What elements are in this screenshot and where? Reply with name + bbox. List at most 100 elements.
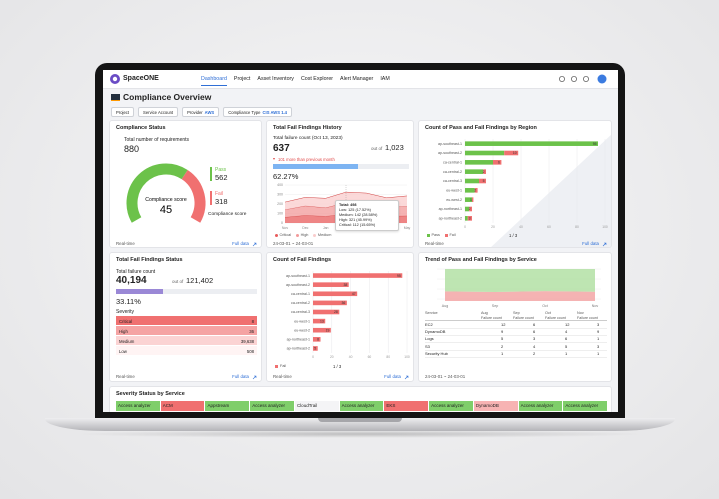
filter-label: Compliance Type (228, 109, 261, 115)
bar-value-label: 8 (317, 338, 319, 342)
filter-value: AWS (204, 109, 215, 115)
legend-swatch (275, 364, 278, 368)
brand-name: SpaceONE (123, 75, 159, 82)
bar (465, 150, 505, 156)
link-arrow-icon (252, 242, 257, 246)
rate-bar (116, 289, 163, 294)
y-tick-label: ca-central-3 (443, 179, 462, 183)
table-subheader: Failure count (577, 315, 598, 320)
full-data-link[interactable]: Full data (384, 374, 401, 379)
table-header: Nov (577, 311, 584, 315)
y-tick-label: ap-northeast-2 (287, 347, 310, 351)
x-tick-label: 40 (349, 355, 353, 359)
status-cell: Appstream (205, 401, 250, 411)
chart-legend: Critical High Medium (275, 233, 331, 237)
count-label: Total failure count (Oct 13, 2023) (273, 136, 343, 141)
filter-chip[interactable]: Project (111, 107, 135, 117)
widget-title: Severity Status by Service (116, 391, 185, 397)
bar (465, 178, 479, 184)
legend-label: Fail (449, 233, 456, 237)
table-header: Sep (513, 311, 520, 315)
rate-track (116, 289, 257, 294)
nav-menu-item[interactable]: Dashboard (201, 76, 227, 86)
bar-value-label: 2 (483, 170, 485, 174)
total-value: 1,023 (385, 143, 404, 152)
bar (467, 216, 472, 221)
bar (483, 169, 486, 174)
table-cell-value: 3 (533, 336, 536, 342)
status-cell: Access analyzer (250, 401, 294, 411)
bar (313, 337, 321, 342)
table-cell-value: 1 (597, 350, 600, 356)
x-tick-label: May (404, 226, 411, 230)
x-tick-label: 100 (602, 225, 608, 229)
table-cell-value: 3 (597, 343, 600, 349)
nav-menu-item[interactable]: Alert Manager (340, 76, 374, 82)
table-cell-value: 6 (533, 322, 536, 327)
y-tick-label: ap-southeast-2 (286, 283, 310, 287)
chart-legend: Fail (275, 364, 286, 368)
x-tick-label: Sep (492, 304, 498, 308)
bar-value-label: 10 (513, 151, 517, 155)
tooltip-line: High: 321 (45.99%) (339, 218, 372, 222)
y-tick-label: 0 (281, 221, 283, 225)
widget-title: Total Fail Findings History (273, 125, 342, 131)
chart-svg: Aug Sep Oct Nov (437, 268, 601, 308)
table-header: Aug (481, 311, 488, 315)
filter-chip[interactable]: Provider AWS (182, 107, 220, 117)
filter-value: CIS AWS 1.4 (262, 109, 288, 115)
y-tick-label: ca-central-2 (291, 301, 310, 305)
legend-label: High (300, 233, 309, 237)
bar (474, 188, 478, 193)
y-tick-label: 400 (277, 183, 283, 187)
full-data-link[interactable]: Full data (232, 374, 249, 379)
bar (313, 300, 347, 306)
x-tick-label: 100 (404, 355, 410, 359)
filter-chip[interactable]: Compliance Type CIS AWS 1.4 (223, 107, 293, 117)
filter-bar: Project Service Account Provider AWS Complia… (111, 107, 293, 117)
page-title: Compliance Overview (123, 92, 212, 102)
severity-name: High (119, 329, 128, 334)
screen: SpaceONE Dashboard Project Asset Inventory C… (103, 70, 618, 412)
legend-swatch (427, 233, 430, 237)
y-tick-label: ap-southeast-2 (438, 151, 462, 155)
filter-label: Project (116, 109, 130, 115)
area-fill (445, 291, 595, 301)
laptop-notch (318, 418, 402, 422)
table-cell-value: 2 (501, 343, 504, 349)
requirements-label: Total number of requirements (124, 137, 190, 143)
table-cell-service: EC2 (425, 322, 433, 327)
bar (313, 291, 358, 297)
nav-menu-item[interactable]: IAM (380, 76, 390, 82)
nav-menu-item[interactable]: Asset Inventory (257, 76, 294, 82)
full-data-link[interactable]: Full data (582, 241, 599, 246)
table-cell-value: 4 (533, 343, 536, 349)
table-cell-value: 12 (565, 322, 570, 327)
nav-menu-item[interactable]: Project (233, 76, 251, 82)
pagination[interactable]: 1 / 3 (509, 233, 518, 238)
pagination[interactable]: 1 / 3 (333, 364, 342, 369)
nav-menu-item[interactable]: Cost Explorer (300, 76, 334, 82)
severity-row: High 36 (116, 326, 257, 336)
count-label: Total failure count (116, 269, 156, 275)
bar-value-label: 2 (469, 207, 471, 211)
x-tick-label: Nov (282, 226, 288, 230)
table-cell-service: DynamoDB (425, 329, 446, 335)
severity-name: Critical (119, 319, 133, 324)
bar-value-label: 6 (498, 161, 500, 165)
table-cell-value: 5 (501, 336, 504, 342)
full-data-link[interactable]: Full data (232, 241, 249, 246)
filter-chip[interactable]: Service Account (138, 107, 179, 117)
tooltip-line: Total: 498 (339, 203, 357, 207)
rate-bar (273, 164, 358, 169)
rate-label: 33.11% (116, 297, 141, 306)
change-icon (273, 158, 275, 160)
status-cell: Access analyzer (116, 401, 160, 411)
chart-svg (559, 74, 607, 84)
bar (493, 160, 502, 165)
count-value: 637 (273, 143, 290, 154)
laptop-shadow (70, 430, 650, 438)
status-cell: Access analyzer (429, 401, 473, 411)
